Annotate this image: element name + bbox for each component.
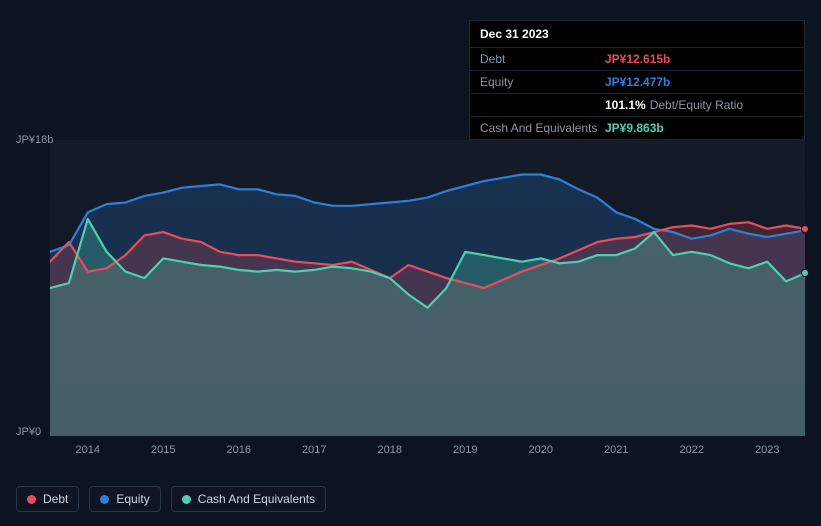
end-marker-debt — [801, 225, 809, 233]
info-row: EquityJP¥12.477b — [470, 70, 804, 93]
info-row-value: JP¥12.477b — [605, 75, 670, 89]
x-tick: 2014 — [76, 444, 100, 456]
info-panel: Dec 31 2023 DebtJP¥12.615bEquityJP¥12.47… — [469, 20, 805, 140]
x-axis-ticks: 2014 2015 2016 2017 2018 2019 2020 2021 2022 2023 — [50, 440, 805, 460]
info-row-label — [480, 98, 605, 112]
legend-swatch — [100, 495, 109, 504]
y-axis-min-label: JP¥0 — [16, 426, 58, 438]
legend-label: Equity — [116, 492, 149, 506]
chart-svg — [50, 140, 805, 436]
x-tick: 2023 — [755, 444, 779, 456]
info-row-label: Equity — [480, 75, 605, 89]
chart-area: JP¥18b JP¥0 2014 2015 2016 2017 2018 2019 2020… — [16, 126, 805, 460]
end-marker-cash — [801, 269, 809, 277]
info-row-value: 101.1%Debt/Equity Ratio — [605, 98, 743, 112]
x-tick: 2016 — [227, 444, 251, 456]
legend-item[interactable]: Cash And Equivalents — [171, 486, 326, 512]
x-tick: 2018 — [378, 444, 402, 456]
info-row-value: JP¥12.615b — [605, 52, 670, 66]
info-row-label: Debt — [480, 52, 605, 66]
x-tick: 2021 — [604, 444, 628, 456]
legend-label: Cash And Equivalents — [198, 492, 315, 506]
info-row: 101.1%Debt/Equity Ratio — [470, 93, 804, 116]
legend-swatch — [182, 495, 191, 504]
x-tick: 2022 — [680, 444, 704, 456]
info-row: DebtJP¥12.615b — [470, 47, 804, 70]
y-axis-max-label: JP¥18b — [16, 134, 58, 146]
legend-item[interactable]: Debt — [16, 486, 79, 512]
x-tick: 2017 — [302, 444, 326, 456]
legend-label: Debt — [43, 492, 68, 506]
info-date: Dec 31 2023 — [470, 21, 804, 47]
legend: Debt Equity Cash And Equivalents — [16, 486, 326, 512]
legend-item[interactable]: Equity — [89, 486, 160, 512]
legend-swatch — [27, 495, 36, 504]
info-row-extra: Debt/Equity Ratio — [650, 98, 743, 112]
x-tick: 2019 — [453, 444, 477, 456]
x-tick: 2020 — [529, 444, 553, 456]
x-tick: 2015 — [151, 444, 175, 456]
plot-area[interactable] — [50, 140, 805, 436]
